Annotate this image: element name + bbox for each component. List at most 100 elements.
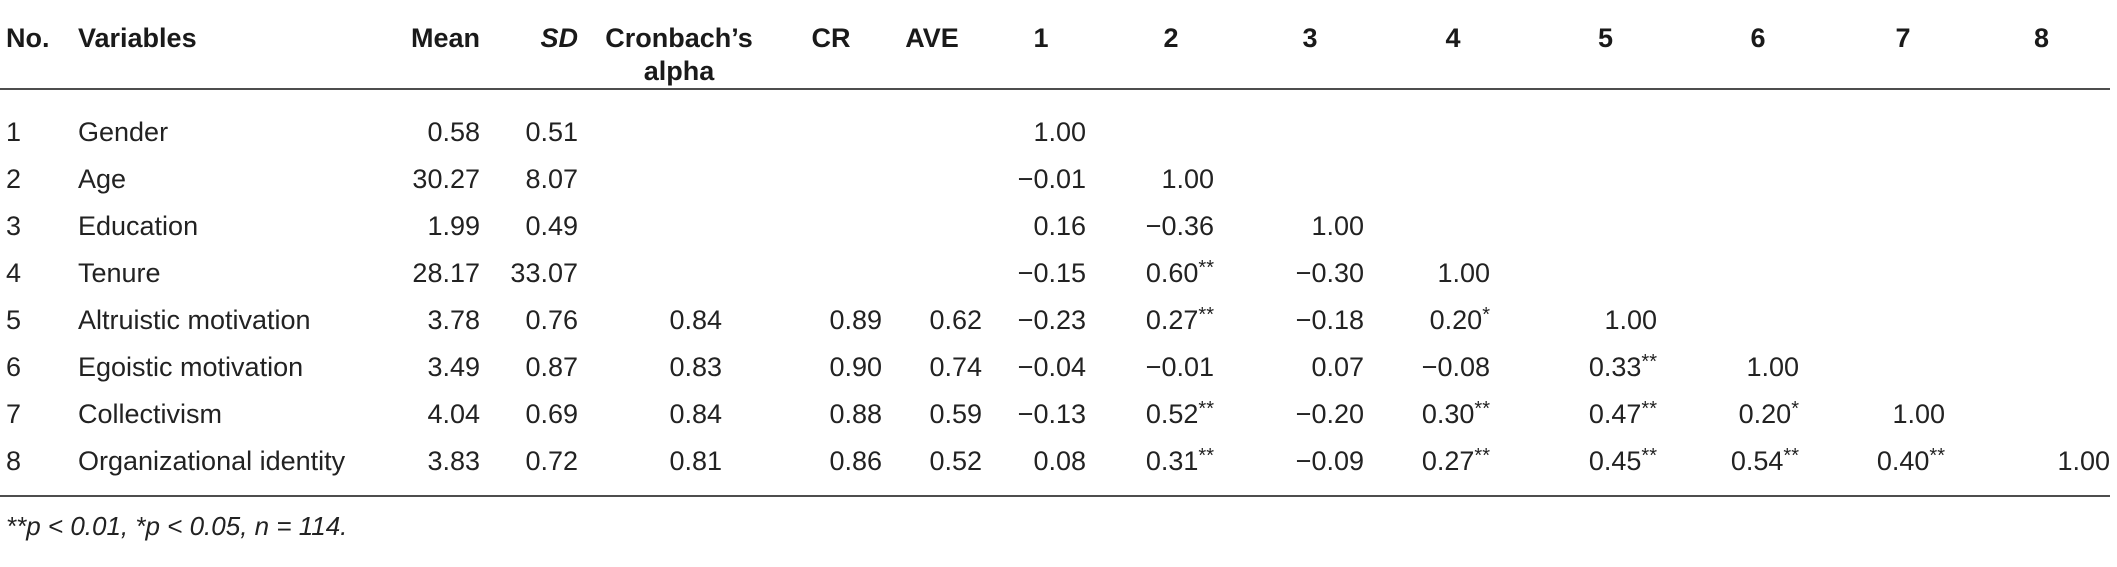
corr-col-8	[1973, 156, 2110, 203]
row-cronbach-alpha	[578, 156, 780, 203]
corr-col-2: 0.52**	[1100, 391, 1242, 438]
cell-value: 0.27	[1421, 446, 1475, 476]
corr-col-6	[1683, 156, 1833, 203]
significance-marker: **	[1641, 398, 1657, 420]
row-mean: 1.99	[427, 211, 480, 241]
row-ave: 0.74	[929, 352, 982, 382]
cell-value: 0.27	[1145, 305, 1199, 335]
row-ave	[882, 250, 982, 297]
row-mean: 30.27	[412, 164, 480, 194]
header-col-6: 6	[1750, 23, 1766, 53]
row-mean: 3.49	[427, 352, 480, 382]
corr-col-2: −0.36	[1145, 211, 1214, 241]
row-cronbach-alpha: 0.84	[669, 305, 722, 335]
row-ave: 0.59	[929, 399, 982, 429]
significance-marker: *	[1482, 304, 1490, 326]
header-cr: CR	[811, 23, 851, 53]
header-col-8: 8	[2033, 23, 2050, 53]
cell-value: 0.60	[1145, 258, 1199, 288]
corr-col-1: 0.16	[1033, 211, 1086, 241]
corr-col-6	[1683, 89, 1833, 156]
row-cr	[780, 89, 882, 156]
corr-col-4	[1378, 156, 1528, 203]
row-mean: 4.04	[427, 399, 480, 429]
row-variable: Gender	[78, 117, 169, 147]
significance-marker: **	[1198, 445, 1214, 467]
row-no: 5	[6, 305, 22, 335]
row-ave	[882, 203, 982, 250]
corr-col-7	[1833, 250, 1973, 297]
table-header-row: No. Variables Mean SD Cronbach’s alpha C…	[0, 0, 2110, 89]
header-sd: SD	[540, 23, 578, 53]
row-mean: 3.78	[427, 305, 480, 335]
cell-value: 0.52	[1145, 399, 1199, 429]
row-cronbach-alpha: 0.84	[669, 399, 722, 429]
header-mean: Mean	[410, 23, 480, 53]
cell-value: 0.20	[1429, 305, 1483, 335]
row-cronbach-alpha	[578, 250, 780, 297]
row-cr: 0.88	[829, 399, 882, 429]
corr-col-3: −0.20	[1295, 399, 1364, 429]
significance-marker: **	[1783, 445, 1799, 467]
row-no: 1	[6, 117, 22, 147]
table-row: 1 Gender 0.58 0.51 1.00	[0, 89, 2110, 156]
table-row: 5 Altruistic motivation 3.78 0.76 0.84 0.89 0.…	[0, 297, 2110, 344]
corr-col-8	[1973, 250, 2110, 297]
cell-value: 0.30	[1421, 399, 1475, 429]
significance-marker: **	[1198, 398, 1214, 420]
corr-col-1: −0.04	[1017, 352, 1086, 382]
corr-col-6	[1683, 250, 1833, 297]
corr-col-7	[1833, 344, 1973, 391]
header-col-4: 4	[1445, 23, 1461, 53]
header-col-7: 7	[1895, 23, 1911, 53]
correlation-table-container: No. Variables Mean SD Cronbach’s alpha C…	[0, 0, 2110, 541]
significance-marker: **	[1641, 351, 1657, 373]
corr-col-6: 0.54**	[1683, 438, 1833, 496]
corr-col-2: 0.31**	[1100, 438, 1242, 496]
row-cronbach-alpha: 0.83	[669, 352, 722, 382]
corr-col-7: 1.00	[1892, 399, 1945, 429]
header-cronbach-alpha-line2: alpha	[643, 56, 715, 86]
significance-marker: **	[1198, 304, 1214, 326]
row-ave: 0.52	[929, 446, 982, 476]
row-variable: Organizational identity	[78, 446, 346, 476]
cell-value: 0.54	[1730, 446, 1784, 476]
corr-col-4: 1.00	[1437, 258, 1490, 288]
header-no: No.	[6, 23, 50, 53]
significance-marker: *	[1791, 398, 1799, 420]
row-sd: 0.72	[525, 446, 578, 476]
corr-col-4	[1378, 89, 1528, 156]
corr-col-4: 0.30**	[1378, 391, 1528, 438]
corr-col-2: 0.60**	[1100, 250, 1242, 297]
row-cr	[780, 250, 882, 297]
cell-value: 0.40	[1876, 446, 1930, 476]
corr-col-8	[1973, 344, 2110, 391]
row-variable: Education	[78, 211, 199, 241]
row-sd: 0.76	[525, 305, 578, 335]
corr-col-1: −0.15	[1017, 258, 1086, 288]
row-sd: 33.07	[510, 258, 578, 288]
row-cr	[780, 203, 882, 250]
corr-col-3: −0.18	[1295, 305, 1364, 335]
corr-col-6	[1683, 297, 1833, 344]
corr-col-6: 0.20*	[1683, 391, 1833, 438]
row-cronbach-alpha	[578, 203, 780, 250]
table-row: 8 Organizational identity 3.83 0.72 0.81 0.86…	[0, 438, 2110, 496]
corr-col-5	[1528, 250, 1683, 297]
header-col-2: 2	[1163, 23, 1179, 53]
corr-col-7: 0.40**	[1833, 438, 1973, 496]
corr-col-1: −0.23	[1017, 305, 1086, 335]
row-no: 6	[6, 352, 22, 382]
corr-col-5	[1528, 89, 1683, 156]
corr-col-4: 0.20*	[1378, 297, 1528, 344]
corr-col-5: 1.00	[1604, 305, 1657, 335]
corr-col-7	[1833, 297, 1973, 344]
table-row: 2 Age 30.27 8.07 −0.01 1.00	[0, 156, 2110, 203]
row-sd: 0.51	[525, 117, 578, 147]
row-ave	[882, 89, 982, 156]
row-cr: 0.86	[829, 446, 882, 476]
row-sd: 0.69	[525, 399, 578, 429]
row-mean: 3.83	[427, 446, 480, 476]
significance-marker: **	[1198, 257, 1214, 279]
row-variable: Egoistic motivation	[78, 352, 304, 382]
